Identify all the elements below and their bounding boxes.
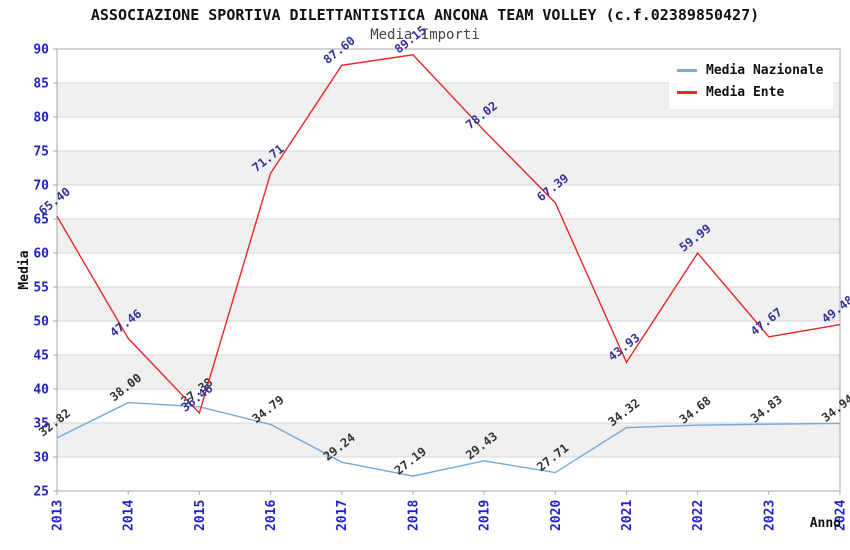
chart-subtitle: Media Importi [370,27,480,43]
x-tick-label: 2014 [122,500,137,531]
plot-band [57,287,840,321]
x-tick-label: 2019 [478,500,493,531]
plot-band [57,355,840,389]
y-tick-label: 30 [33,451,49,466]
x-tick-label: 2017 [335,500,350,531]
chart-title: ASSOCIAZIONE SPORTIVA DILETTANTISTICA AN… [90,6,760,24]
media-nazionale-data-label: 34.68 [677,393,714,426]
media-ente-line-swatch [677,90,697,94]
legend-label: Media Nazionale [706,62,824,78]
plot-border [56,48,841,492]
y-tick-label: 40 [33,383,49,398]
media-nazionale-line [56,401,841,477]
y-tick-label: 60 [33,247,49,262]
y-tick-label: 45 [33,349,49,364]
y-tick-label: 70 [33,179,49,194]
media-nazionale-line-swatch [677,68,697,72]
x-axis-title: Anno [810,516,841,531]
x-tick-label: 2015 [193,500,208,531]
x-tick-label: 2020 [549,500,564,531]
x-tick-label: 2024 [834,500,849,531]
x-tick-label: 2022 [691,500,706,531]
legend-label: Media Ente [706,84,785,100]
plot-band [57,151,840,185]
x-tick-label: 2013 [51,500,66,531]
x-tick-label: 2021 [620,500,635,531]
y-tick-label: 50 [33,315,49,330]
media-ente-data-label: 87.60 [321,34,358,67]
media-nazionale-data-label: 34.94 [819,392,850,425]
y-tick-label: 85 [33,77,49,92]
media-ente-data-label: 89.15 [392,23,429,56]
legend-item-media-nazionale: Media Nazionale [677,59,823,81]
y-tick-label: 25 [33,485,49,500]
y-tick-label: 55 [33,281,49,296]
legend-item-media-ente: Media Ente [677,81,823,103]
x-tick-label: 2023 [762,500,777,531]
x-tick-label: 2018 [406,500,421,531]
plot-band [57,423,840,457]
y-tick-label: 75 [33,145,49,160]
media-ente-line [56,54,841,415]
y-tick-label: 35 [33,417,49,432]
y-tick-label: 80 [33,111,49,126]
media-nazionale-data-label: 34.79 [250,393,287,426]
y-tick-label: 65 [33,213,49,228]
chart-legend: Media Nazionale Media Ente [669,55,834,109]
x-tick-label: 2016 [264,500,279,531]
media-nazionale-data-label: 34.83 [748,392,785,425]
plot-band [57,219,840,253]
y-tick-label: 90 [33,43,49,58]
y-axis-title: Media [17,250,32,289]
